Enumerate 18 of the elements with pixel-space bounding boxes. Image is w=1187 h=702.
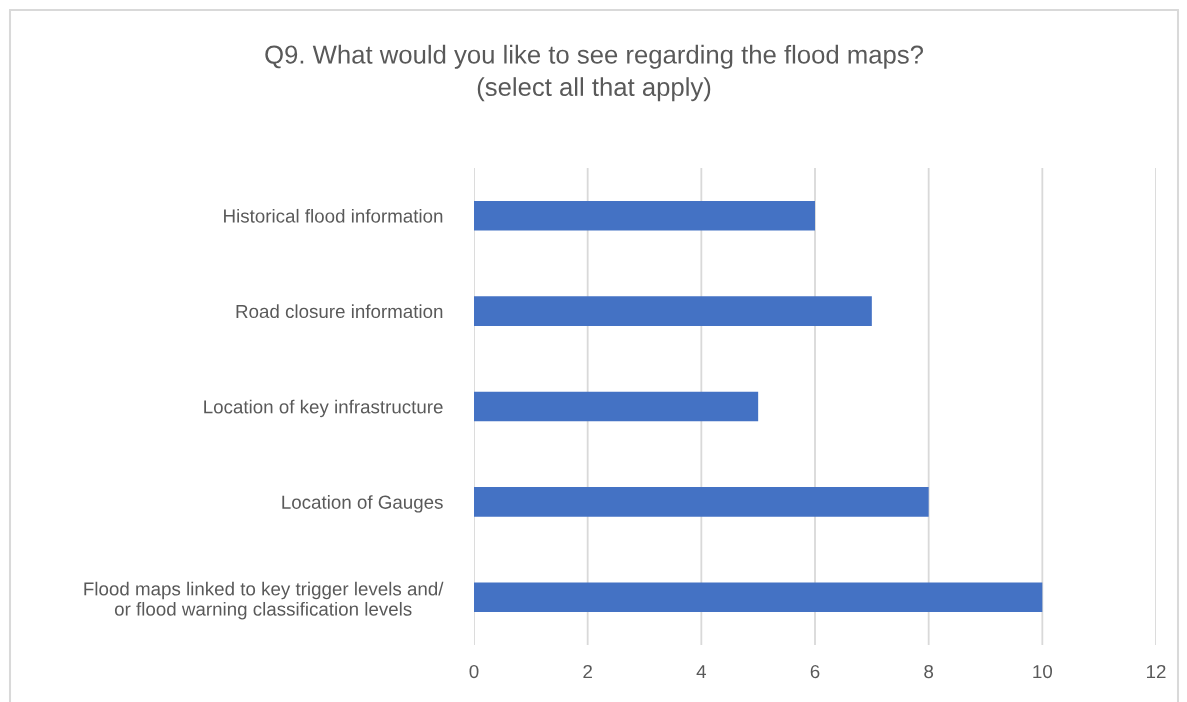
bar — [474, 391, 759, 422]
x-tick-label: 2 — [583, 664, 592, 679]
y-tick-label: Location of Gauges — [282, 495, 443, 513]
x-tick-label: 0 — [469, 664, 479, 679]
bar — [474, 487, 929, 517]
x-tick-label: 6 — [810, 664, 820, 679]
y-tick-label: Location of key infrastructure — [204, 399, 443, 418]
x-tick-label: 4 — [696, 665, 706, 679]
x-tick-label: 10 — [1033, 664, 1053, 679]
y-tick-label: Flood maps linked to key trigger levels and/ or flood warning classification levels — [84, 581, 444, 620]
bar — [474, 200, 815, 231]
x-tick-label: 12 — [1147, 664, 1166, 679]
y-tick-label: Road closure information — [236, 304, 443, 319]
bar — [474, 296, 872, 326]
chart-title: Q9. What would you like to see regarding the flood maps? (select all that apply) — [265, 44, 923, 102]
y-tick-label: Historical flood information — [224, 208, 443, 223]
bar — [474, 582, 1043, 613]
x-tick-label: 8 — [924, 664, 934, 679]
